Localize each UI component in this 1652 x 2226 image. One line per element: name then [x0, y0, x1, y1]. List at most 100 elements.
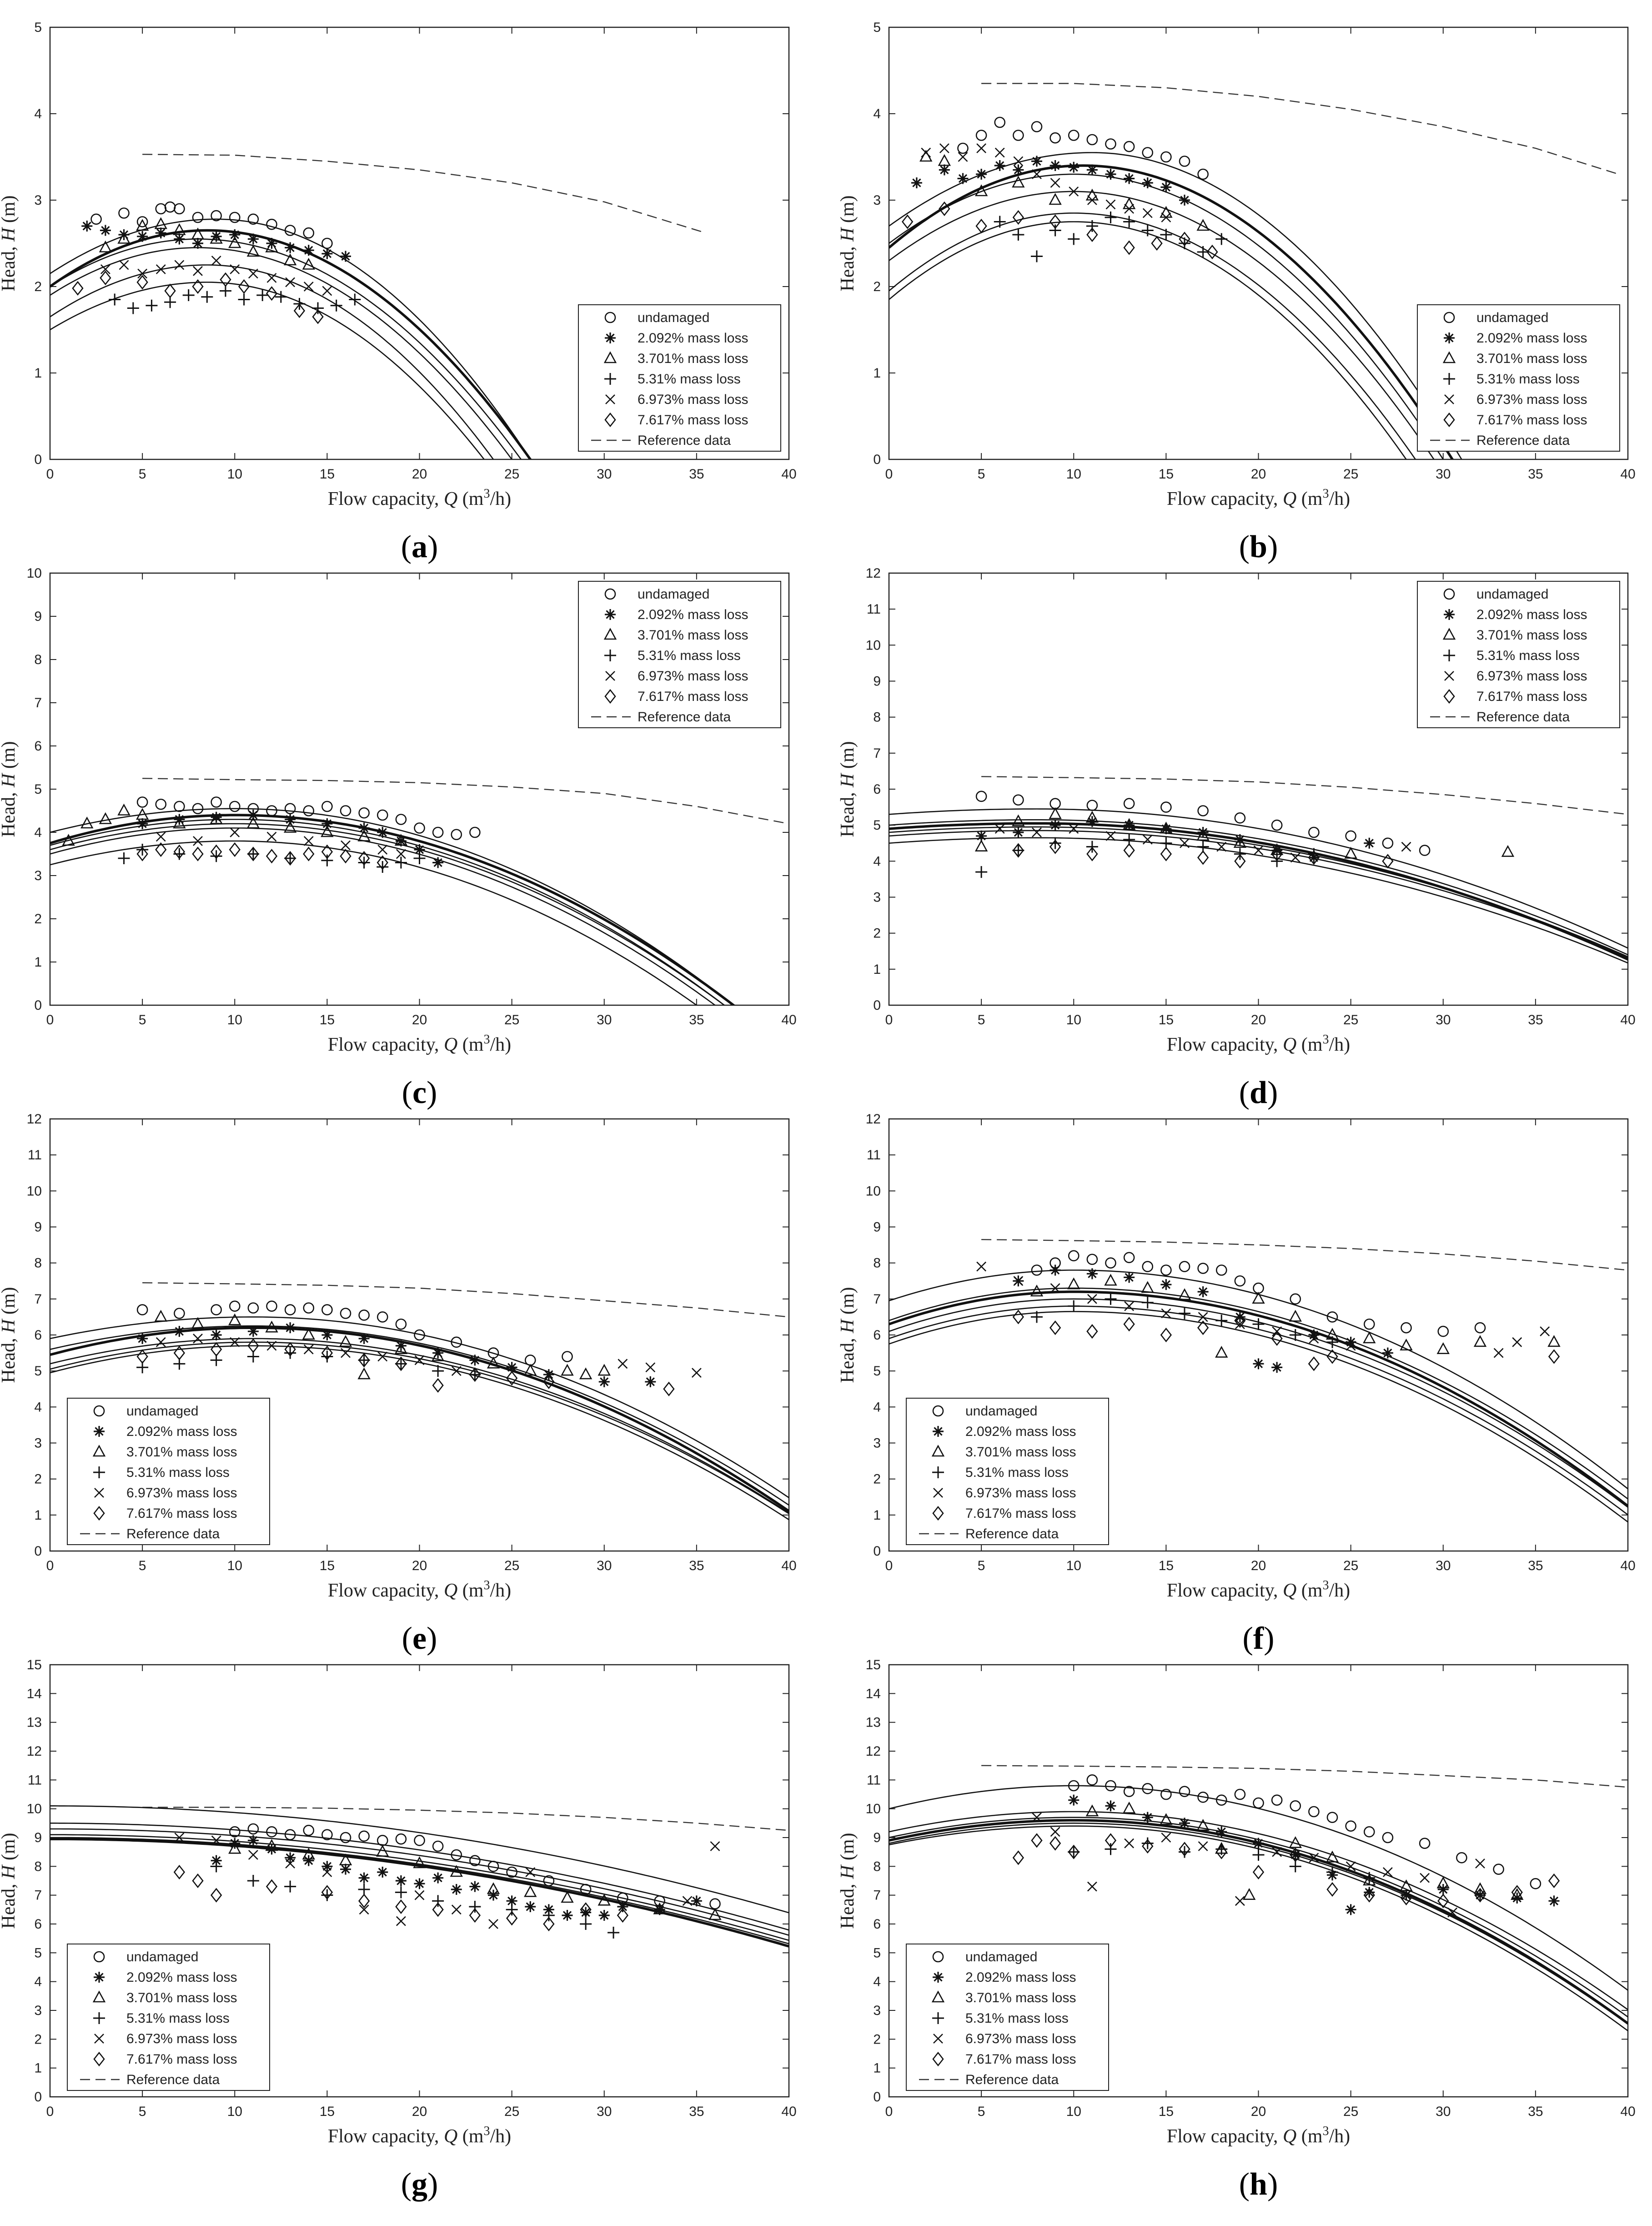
- point-circle: [1326, 1812, 1338, 1823]
- point-plus: [395, 1886, 407, 1899]
- fit-curve-4: [50, 1828, 789, 1936]
- point-circle: [562, 1351, 573, 1362]
- point-cross: [341, 1348, 351, 1358]
- legend-marker-circle: [932, 1405, 944, 1417]
- point-cross: [1272, 1847, 1282, 1857]
- point-circle: [1290, 1800, 1301, 1812]
- point-diamond: [1031, 1833, 1043, 1848]
- legend-marker-plus: [93, 2012, 105, 2024]
- point-asterisk: [303, 1855, 314, 1866]
- point-circle: [229, 212, 241, 223]
- x-tick-label: 5: [139, 467, 146, 482]
- point-diamond: [266, 1879, 278, 1894]
- panel-label-open: (: [1239, 2167, 1250, 2202]
- point-asterisk: [562, 1910, 573, 1921]
- point-asterisk: [1086, 164, 1098, 176]
- point-cross: [1290, 852, 1301, 863]
- point-circle: [469, 1855, 481, 1866]
- point-circle: [1290, 1293, 1301, 1305]
- x-axis-title-unit-close: /h): [1329, 1580, 1350, 1601]
- point-asterisk: [100, 225, 111, 236]
- point-triangle: [938, 154, 951, 166]
- legend-label: 6.973% mass loss: [1476, 392, 1587, 407]
- point-circle: [1437, 1325, 1449, 1337]
- plot-area: [889, 1239, 1628, 1523]
- point-diamond: [1068, 1844, 1080, 1859]
- point-triangle: [246, 816, 260, 829]
- point-circle: [432, 826, 444, 838]
- point-circle: [1474, 1322, 1486, 1334]
- point-circle: [358, 807, 370, 819]
- point-triangle: [1501, 845, 1515, 857]
- y-tick-label: 1: [873, 1508, 881, 1523]
- point-cross: [1161, 1833, 1171, 1843]
- point-cross: [303, 282, 314, 292]
- fit-curve-5: [889, 212, 1416, 459]
- panel-label: (h): [1239, 2167, 1278, 2202]
- x-tick-label: 40: [1620, 467, 1635, 482]
- chart-panel-h: 0 5 10 15 20 25 30 35 400123456789101112131415Fl…: [837, 1657, 1636, 2202]
- point-cross: [1050, 1827, 1060, 1837]
- y-tick-label: 9: [34, 609, 42, 624]
- point-circle: [1215, 1264, 1227, 1276]
- point-circle: [451, 829, 462, 841]
- point-circle: [1382, 837, 1394, 849]
- point-diamond: [1234, 1313, 1246, 1328]
- point-circle: [487, 1861, 499, 1872]
- series-triangle: [62, 803, 408, 846]
- legend-label: 3.701% mass loss: [965, 1990, 1076, 2005]
- point-plus: [377, 861, 389, 873]
- point-triangle: [974, 184, 988, 196]
- series-diamond: [72, 270, 324, 324]
- legend-marker-cross: [933, 1488, 943, 1498]
- point-circle: [1197, 1792, 1209, 1803]
- x-tick-label: 40: [781, 1558, 796, 1573]
- point-asterisk: [192, 238, 203, 249]
- legend-label: undamaged: [126, 1949, 198, 1964]
- point-diamond: [1382, 854, 1394, 869]
- point-cross: [266, 831, 277, 842]
- point-triangle: [357, 829, 371, 841]
- point-circle: [1123, 798, 1135, 809]
- plot-area: [889, 83, 1619, 459]
- point-asterisk: [285, 1852, 296, 1863]
- y-tick-label: 0: [34, 1544, 42, 1559]
- point-cross: [691, 1368, 702, 1378]
- fit-curve-6: [889, 1825, 1628, 2031]
- point-diamond: [1179, 1842, 1190, 1857]
- point-circle: [1123, 1786, 1135, 1797]
- y-tick-label: 0: [873, 1544, 881, 1559]
- point-cross: [1309, 1853, 1319, 1863]
- y-tick-label: 6: [34, 739, 42, 754]
- y-tick-label: 10: [866, 1184, 881, 1199]
- x-tick-label: 25: [1343, 467, 1358, 482]
- point-asterisk: [617, 1901, 628, 1912]
- point-cross: [156, 831, 166, 842]
- point-diamond: [1142, 1838, 1154, 1854]
- point-cross: [174, 1833, 185, 1843]
- legend-marker-asterisk: [94, 1972, 105, 1983]
- series-circle: [1068, 1774, 1542, 1889]
- point-triangle: [653, 1902, 666, 1914]
- point-asterisk: [976, 169, 987, 180]
- point-circle: [247, 1823, 259, 1835]
- point-circle: [1234, 812, 1246, 824]
- panel-label-close: ): [1267, 1075, 1278, 1110]
- legend-box: [1417, 581, 1620, 728]
- chart-panel-b: 0 5 10 15 20 25 30 35 40 0 1 2 3 4 5 Flow capacity, Q (…: [837, 20, 1636, 564]
- point-cross: [1198, 1841, 1208, 1851]
- legend-marker-cross: [1444, 394, 1454, 404]
- point-asterisk: [395, 1875, 407, 1886]
- x-axis-title-var: Q: [1283, 2126, 1296, 2147]
- point-plus: [1068, 1300, 1080, 1312]
- point-triangle: [339, 1853, 352, 1865]
- point-diamond: [1179, 232, 1190, 247]
- panel-label: (c): [402, 1075, 437, 1110]
- legend-label: undamaged: [1476, 587, 1548, 602]
- point-circle: [229, 1826, 241, 1838]
- point-cross: [451, 1904, 462, 1915]
- point-cross: [1447, 1907, 1457, 1918]
- x-axis-title: Flow capacity, Q (m3/h): [1167, 1578, 1350, 1601]
- fit-curve-2: [889, 808, 1628, 949]
